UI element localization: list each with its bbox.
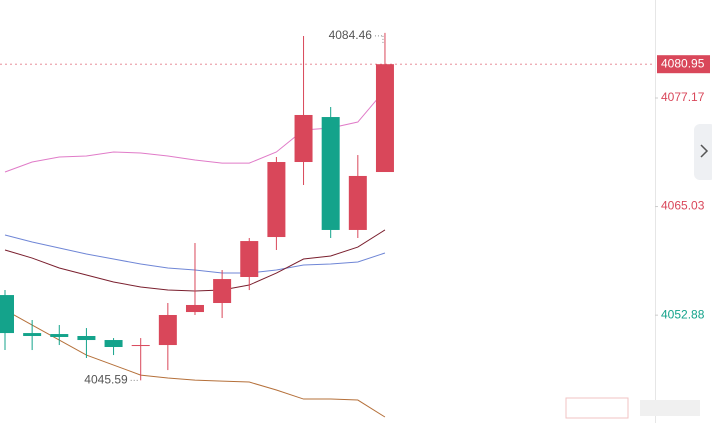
moving-average-line [4, 89, 386, 173]
candle-body [348, 175, 367, 230]
candle-body [77, 336, 96, 341]
moving-average-line [4, 309, 386, 418]
candle-body [240, 241, 259, 277]
candle-body [104, 340, 123, 348]
candle-body [375, 64, 394, 173]
candle-body [131, 345, 150, 347]
y-tick-label: 4052.88 [661, 307, 705, 321]
candle-body [23, 333, 42, 337]
watermark-box [565, 397, 629, 419]
candle-body [213, 279, 232, 304]
candle-body [294, 114, 313, 163]
current-price-label: 4080.95 [661, 56, 705, 70]
candle-body [50, 334, 69, 337]
nav-arrow[interactable] [700, 144, 709, 158]
watermark-icons [640, 400, 700, 416]
candle-body [267, 162, 286, 238]
y-tick-label: 4065.03 [661, 199, 705, 213]
candle-body [158, 314, 177, 346]
nav-button[interactable] [694, 124, 712, 180]
high-annotation: 4084.46 [329, 28, 373, 42]
candle-body [185, 304, 204, 313]
low-annotation: 4045.59 [84, 373, 128, 387]
candle-body [0, 295, 14, 334]
y-tick-label: 4077.17 [661, 90, 705, 104]
nav-button-bg[interactable] [694, 124, 712, 180]
candle-body [321, 117, 340, 230]
current-price-box [657, 55, 710, 74]
